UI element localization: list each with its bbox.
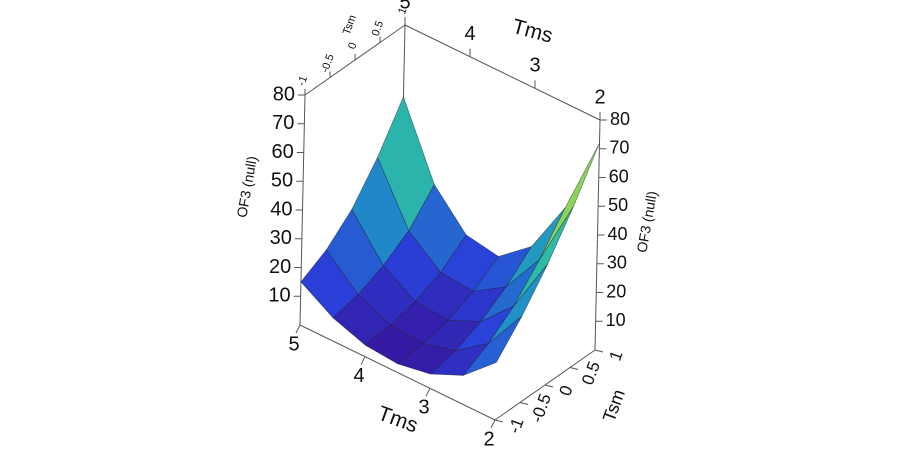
x-tick-label: 2 (483, 428, 494, 450)
y-tick (569, 367, 579, 370)
z-tick-label: 40 (608, 224, 628, 244)
top-edge (404, 24, 601, 121)
surface-cell (539, 142, 600, 260)
surface-cell (462, 316, 523, 377)
z-tick-label: 10 (268, 285, 290, 307)
y-tick-label: -0.5 (527, 391, 555, 425)
x-tick-label: 3 (418, 397, 429, 419)
y-axis-title: Tsm (341, 13, 359, 36)
z-tick-label: 20 (606, 281, 626, 301)
z-tick-label: 40 (270, 198, 292, 220)
x-tick-label: 4 (464, 23, 475, 45)
y-tick-label: -1 (505, 415, 528, 436)
z-tick-label: 30 (270, 227, 292, 249)
x-axis-title: Tms (375, 402, 421, 438)
labels: 22334455-1-1-0.5-0.5000.50.5111010202030… (233, 0, 660, 450)
x-tick-label: 4 (353, 365, 364, 387)
x-tick-label: 3 (529, 55, 540, 77)
z-tick-label: 50 (271, 170, 293, 192)
x-tick-label: 5 (288, 333, 299, 355)
x-axis-front (299, 324, 496, 421)
z-tick-label: 60 (272, 141, 294, 163)
y-tick (519, 402, 529, 405)
y-tick-label: 0 (555, 383, 576, 398)
y-tick-label: -1 (296, 74, 311, 87)
z-tick-label: 80 (610, 109, 630, 129)
z-tick-label: 10 (606, 310, 626, 330)
z-tick-label: 70 (609, 138, 629, 158)
z-axis-title: OF3 (null) (633, 190, 660, 254)
x-tick-label: 2 (594, 86, 605, 108)
z-tick-label: 50 (608, 195, 628, 215)
y-tick-label: 1 (605, 348, 626, 363)
y-tick-label: -0.5 (319, 53, 337, 75)
z-tick-label: 60 (609, 166, 629, 186)
y-tick (494, 419, 504, 423)
x-tick (360, 356, 366, 365)
y-axis-title: Tsm (599, 387, 629, 425)
surface (300, 96, 600, 377)
z-tick-label: 80 (273, 83, 295, 105)
y-tick-label: 1 (396, 6, 409, 16)
z-axis-title: OF3 (null) (233, 155, 260, 219)
y-tick-label: 0 (346, 41, 359, 51)
y-tick (544, 384, 554, 388)
y-tick-label: 0.5 (370, 19, 387, 37)
x-axis-title: Tms (510, 15, 555, 48)
z-tick-label: 70 (272, 112, 294, 134)
z-tick-label: 30 (607, 253, 627, 273)
x-tick (295, 324, 301, 334)
x-tick-label: 5 (399, 0, 410, 13)
x-tick (425, 388, 431, 397)
z-tick-label: 20 (269, 256, 291, 278)
y-tick (594, 349, 604, 353)
x-tick (490, 419, 496, 429)
y-tick-label: 0.5 (578, 359, 604, 388)
